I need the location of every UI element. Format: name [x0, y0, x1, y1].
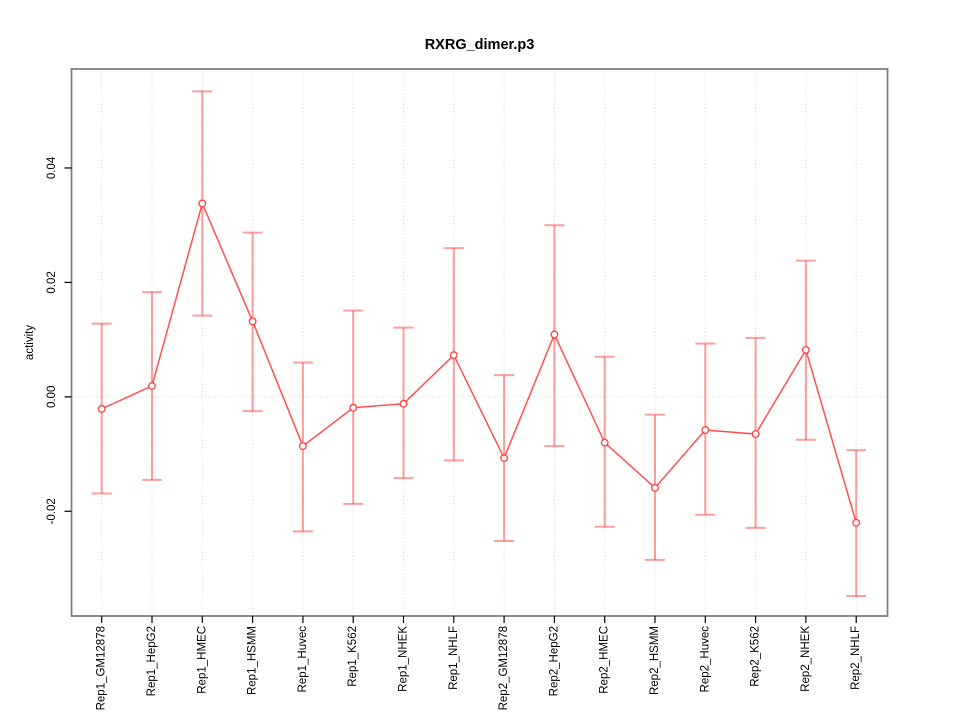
- x-tick-label: Rep2_HepG2: [548, 626, 560, 696]
- data-point-marker: [500, 454, 509, 463]
- x-tick-label: Rep1_HSMM: [247, 626, 259, 695]
- data-point-marker: [852, 518, 861, 527]
- x-tick-label: Rep1_NHEK: [398, 626, 410, 692]
- x-tick-label: Rep2_NHLF: [850, 626, 862, 690]
- y-axis-title: activity: [24, 325, 36, 360]
- data-point-marker: [751, 430, 760, 438]
- x-tick-label: Rep1_K562: [347, 626, 359, 687]
- y-tick-label: -0.02: [46, 498, 58, 524]
- x-tick-label: Rep2_GM12878: [498, 626, 510, 710]
- data-point-marker: [701, 426, 710, 434]
- x-tick-label: Rep2_K562: [750, 626, 762, 687]
- data-point-marker: [298, 442, 307, 451]
- data-point-marker: [600, 438, 609, 447]
- x-tick-label: Rep1_Huvec: [297, 626, 309, 693]
- y-tick-label: 0.00: [46, 386, 58, 408]
- data-point-marker: [801, 345, 810, 354]
- x-tick-label: Rep1_GM12878: [96, 626, 108, 710]
- data-point-marker: [148, 382, 156, 390]
- x-tick-label: Rep1_HMEC: [196, 626, 208, 694]
- y-tick-label: 0.04: [46, 156, 58, 179]
- x-tick-label: Rep2_NHEK: [800, 626, 812, 692]
- data-point-marker: [97, 404, 106, 413]
- data-point-marker: [349, 403, 358, 412]
- data-point-marker: [198, 199, 207, 208]
- x-tick-label: Rep1_NHLF: [448, 626, 460, 690]
- data-point-marker: [651, 483, 659, 492]
- chart-title: RXRG_dimer.p3: [425, 37, 535, 53]
- x-tick-label: Rep1_HepG2: [146, 626, 158, 696]
- data-point-marker: [399, 399, 408, 408]
- series-line: [101, 201, 857, 523]
- y-tick-label: 0.02: [46, 271, 58, 293]
- data-point-marker: [248, 317, 257, 326]
- x-tick-label: Rep2_Huvec: [699, 626, 711, 693]
- plot-border: [70, 68, 889, 617]
- data-point-marker: [449, 351, 458, 360]
- x-tick-label: Rep2_HSMM: [649, 626, 661, 695]
- data-point-marker: [550, 330, 559, 339]
- x-tick-label: Rep2_HMEC: [599, 626, 611, 694]
